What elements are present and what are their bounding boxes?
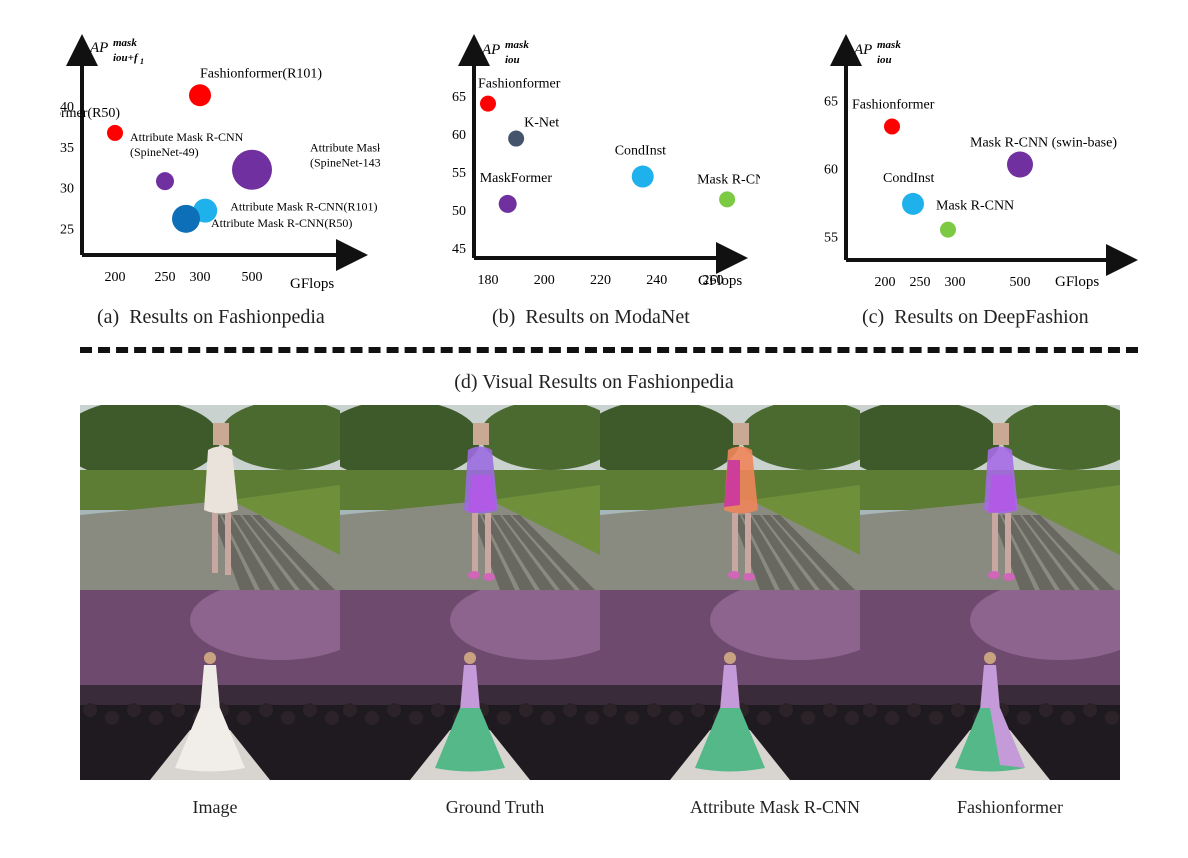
x-tick-label: 220: [590, 273, 611, 288]
section-title: (d) Visual Results on Fashionpedia: [454, 371, 734, 393]
y-tick-label: 55: [452, 166, 466, 181]
runway-scene-ground-truth: [340, 590, 600, 780]
data-point: [156, 172, 174, 191]
x-tick-label: 200: [105, 270, 126, 285]
data-label: (SpineNet-143): [310, 156, 380, 170]
y-tick-label: 40: [60, 100, 74, 115]
dashed-divider: [80, 347, 1138, 353]
column-label-attribute-mask-rcnn: Attribute Mask R-CNN: [690, 797, 860, 817]
y-tick-label: 65: [452, 90, 466, 105]
data-point: [508, 130, 525, 147]
chart-c: AP mask iou GFlops 55 60 65 200 250 300 500 F…: [824, 34, 1138, 290]
data-point: [172, 204, 200, 233]
y-tick-label: 45: [452, 242, 466, 257]
chart-a: AP mask iou+f 1 GFlops 25 30 35 40 200 250 30…: [60, 34, 380, 292]
y-axis-label: AP mask iou+f 1: [89, 37, 144, 66]
x-tick-label: 250: [910, 275, 931, 290]
y-tick-label: 30: [60, 182, 74, 197]
runway-scene-attribute-mask-rcnn: [600, 590, 860, 780]
x-tick-label: 240: [646, 273, 667, 288]
svg-text:mask: mask: [113, 37, 137, 49]
x-tick-label: 500: [1010, 275, 1031, 290]
data-point: [107, 124, 123, 141]
y-tick-label: 25: [60, 223, 74, 238]
data-point: [902, 192, 924, 215]
x-tick-label: 200: [534, 273, 555, 288]
caption-b: (b) Results on ModaNet: [492, 306, 690, 328]
svg-text:AP: AP: [89, 40, 108, 56]
caption-c: (c) Results on DeepFashion: [862, 306, 1089, 328]
svg-text:iou: iou: [877, 54, 892, 66]
x-axis-label: GFlops: [1055, 274, 1099, 290]
data-label: Mask R-CNN: [936, 199, 1014, 214]
svg-text:mask: mask: [505, 39, 529, 51]
column-label-image: Image: [192, 797, 238, 817]
x-axis-label: GFlops: [698, 273, 742, 289]
chart-b: AP mask iou GFlops 45 50 55 60 65 180 200 220 2…: [452, 34, 760, 289]
data-label: K-Net: [524, 116, 559, 131]
data-label: Mask R-CNN (swin-base): [970, 136, 1117, 151]
data-label: CondInst: [615, 144, 666, 159]
runway-scene-fashionformer: [860, 590, 1120, 780]
data-point: [498, 194, 517, 213]
data-point: [189, 84, 211, 107]
svg-text:1: 1: [140, 57, 144, 66]
data-label: Attribute Mask R-CNN: [130, 130, 244, 144]
data-point: [631, 165, 654, 188]
data-label: Attribute Mask R-CNN(R101): [230, 200, 377, 214]
y-tick-label: 35: [60, 141, 74, 156]
park-scene-fashionformer: [860, 405, 1120, 590]
x-tick-label: 500: [242, 270, 263, 285]
y-axis-label: AP mask iou: [481, 39, 529, 66]
x-tick-label: 250: [155, 270, 176, 285]
runway-scene-image: [80, 590, 340, 780]
y-tick-label: 50: [452, 204, 466, 219]
data-label: Fashionformer(R50): [60, 106, 120, 121]
x-tick-label: 300: [190, 270, 211, 285]
column-label-fashionformer: Fashionformer: [957, 797, 1063, 817]
x-tick-label: 180: [478, 273, 499, 288]
data-label: Attribute Mask R-CNN(R50): [211, 216, 352, 230]
x-tick-label: 200: [875, 275, 896, 290]
y-axis-label: AP mask iou: [853, 39, 901, 66]
data-label: (SpineNet-49): [130, 145, 199, 159]
x-axis-label: GFlops: [290, 276, 334, 292]
y-tick-label: 65: [824, 95, 838, 110]
caption-a: (a) Results on Fashionpedia: [97, 306, 325, 328]
data-label: Attribute Mask R-CNN: [310, 141, 380, 155]
data-point: [232, 149, 272, 190]
svg-text:mask: mask: [877, 39, 901, 51]
data-label: MaskFormer: [480, 171, 553, 186]
park-scene-attribute-mask-rcnn: [600, 405, 860, 590]
data-point: [480, 95, 496, 112]
park-scene-image: [80, 405, 340, 590]
data-point: [884, 118, 900, 135]
data-point: [719, 191, 736, 208]
svg-text:AP: AP: [853, 42, 872, 58]
y-tick-label: 60: [824, 163, 838, 178]
x-tick-label: 300: [945, 275, 966, 290]
column-label-ground-truth: Ground Truth: [445, 797, 545, 817]
data-label: Fashionformer: [478, 77, 561, 92]
data-point: [940, 221, 956, 238]
data-label: CondInst: [883, 171, 934, 186]
svg-text:AP: AP: [481, 42, 500, 58]
svg-text:iou: iou: [505, 54, 520, 66]
data-point: [1007, 151, 1033, 178]
x-tick-label: 260: [703, 273, 724, 288]
y-tick-label: 55: [824, 230, 838, 245]
data-label: Mask R-CNN: [697, 172, 760, 187]
park-scene-ground-truth: [340, 405, 600, 590]
data-label: Fashionformer: [852, 98, 935, 113]
svg-text:iou+f: iou+f: [113, 52, 139, 64]
y-tick-label: 60: [452, 128, 466, 143]
data-label: Fashionformer(R101): [200, 66, 322, 81]
